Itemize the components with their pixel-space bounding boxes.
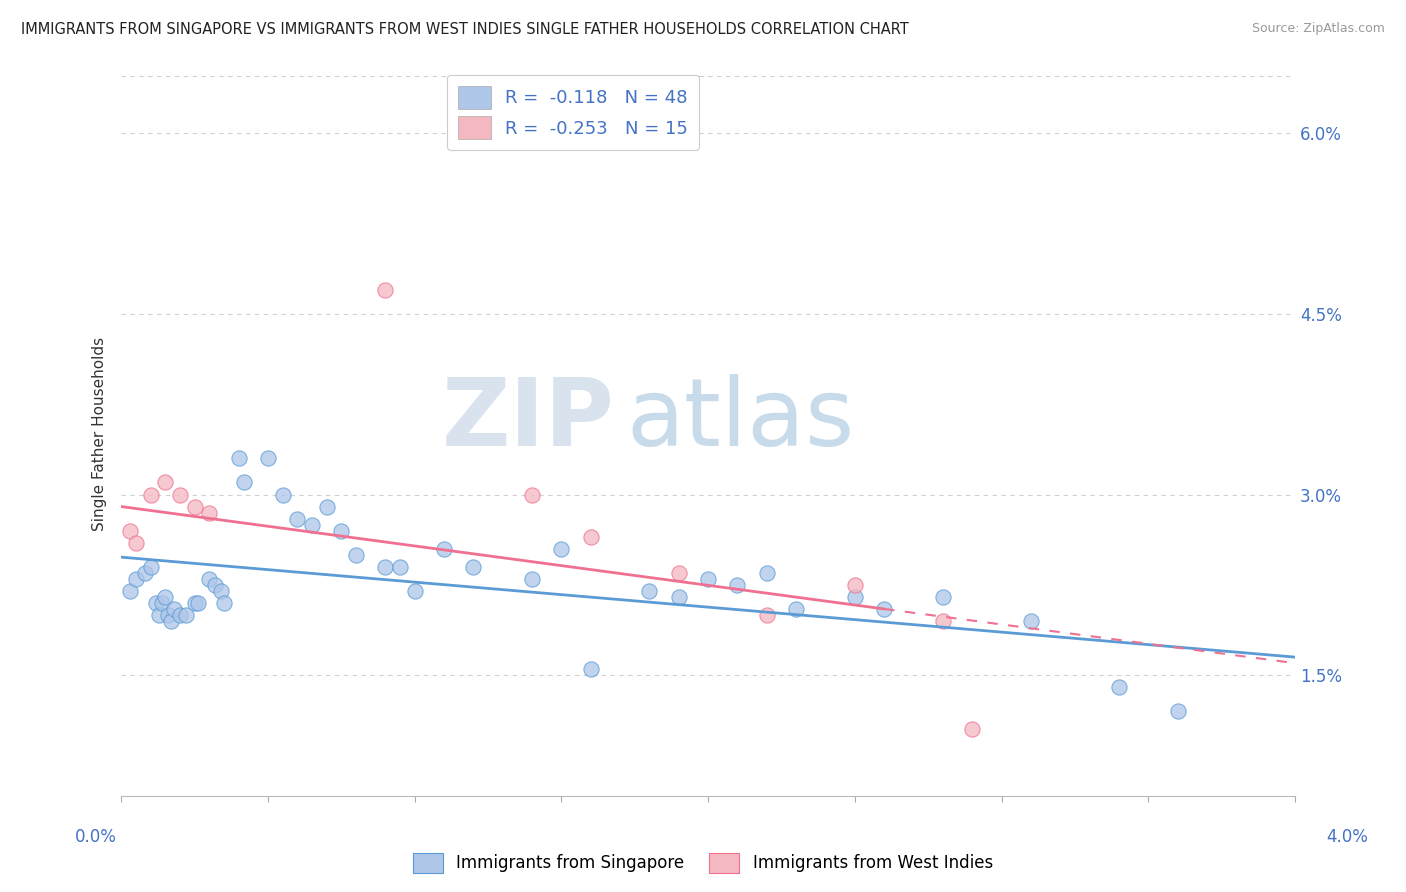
Point <box>157 607 180 622</box>
Point <box>174 607 197 622</box>
Point <box>1167 704 1189 718</box>
Point <box>134 566 156 580</box>
Point <box>755 607 778 622</box>
Point <box>433 541 456 556</box>
Point <box>755 566 778 580</box>
Point <box>139 559 162 574</box>
Point <box>697 572 720 586</box>
Point <box>285 511 308 525</box>
Point <box>169 607 191 622</box>
Point <box>118 524 141 538</box>
Point <box>186 596 208 610</box>
Point <box>374 283 396 297</box>
Point <box>1108 680 1130 694</box>
Point <box>209 583 232 598</box>
Text: 0.0%: 0.0% <box>75 828 117 846</box>
Point <box>550 541 572 556</box>
Point <box>668 590 690 604</box>
Text: Source: ZipAtlas.com: Source: ZipAtlas.com <box>1251 22 1385 36</box>
Point <box>520 487 543 501</box>
Point <box>148 607 170 622</box>
Point <box>169 487 191 501</box>
Point <box>271 487 294 501</box>
Point <box>404 583 426 598</box>
Point <box>330 524 353 538</box>
Point <box>960 723 983 737</box>
Point <box>155 590 177 604</box>
Point <box>125 535 148 549</box>
Point <box>315 500 337 514</box>
Point <box>785 602 807 616</box>
Point <box>463 559 485 574</box>
Point <box>145 596 167 610</box>
Point <box>301 517 323 532</box>
Point <box>183 596 205 610</box>
Point <box>183 500 205 514</box>
Point <box>932 590 955 604</box>
Point <box>198 506 221 520</box>
Point <box>228 451 250 466</box>
Text: IMMIGRANTS FROM SINGAPORE VS IMMIGRANTS FROM WEST INDIES SINGLE FATHER HOUSEHOLD: IMMIGRANTS FROM SINGAPORE VS IMMIGRANTS … <box>21 22 908 37</box>
Point <box>725 578 748 592</box>
Point <box>638 583 661 598</box>
Point <box>212 596 235 610</box>
Point <box>579 662 602 676</box>
Point <box>257 451 280 466</box>
Point <box>125 572 148 586</box>
Text: 4.0%: 4.0% <box>1326 828 1368 846</box>
Point <box>844 578 866 592</box>
Point <box>579 530 602 544</box>
Y-axis label: Single Father Households: Single Father Households <box>93 337 107 532</box>
Point <box>150 596 173 610</box>
Point <box>844 590 866 604</box>
Point <box>139 487 162 501</box>
Point <box>388 559 411 574</box>
Point <box>233 475 256 490</box>
Point <box>163 602 186 616</box>
Point <box>668 566 690 580</box>
Point <box>344 548 367 562</box>
Legend: R =  -0.118   N = 48, R =  -0.253   N = 15: R = -0.118 N = 48, R = -0.253 N = 15 <box>447 75 699 150</box>
Point <box>155 475 177 490</box>
Point <box>932 614 955 628</box>
Point <box>520 572 543 586</box>
Legend: Immigrants from Singapore, Immigrants from West Indies: Immigrants from Singapore, Immigrants fr… <box>406 847 1000 880</box>
Point <box>1019 614 1042 628</box>
Point <box>204 578 226 592</box>
Point <box>160 614 183 628</box>
Point <box>374 559 396 574</box>
Text: ZIP: ZIP <box>441 374 614 466</box>
Point <box>198 572 221 586</box>
Point <box>873 602 896 616</box>
Text: atlas: atlas <box>626 374 855 466</box>
Point <box>118 583 141 598</box>
